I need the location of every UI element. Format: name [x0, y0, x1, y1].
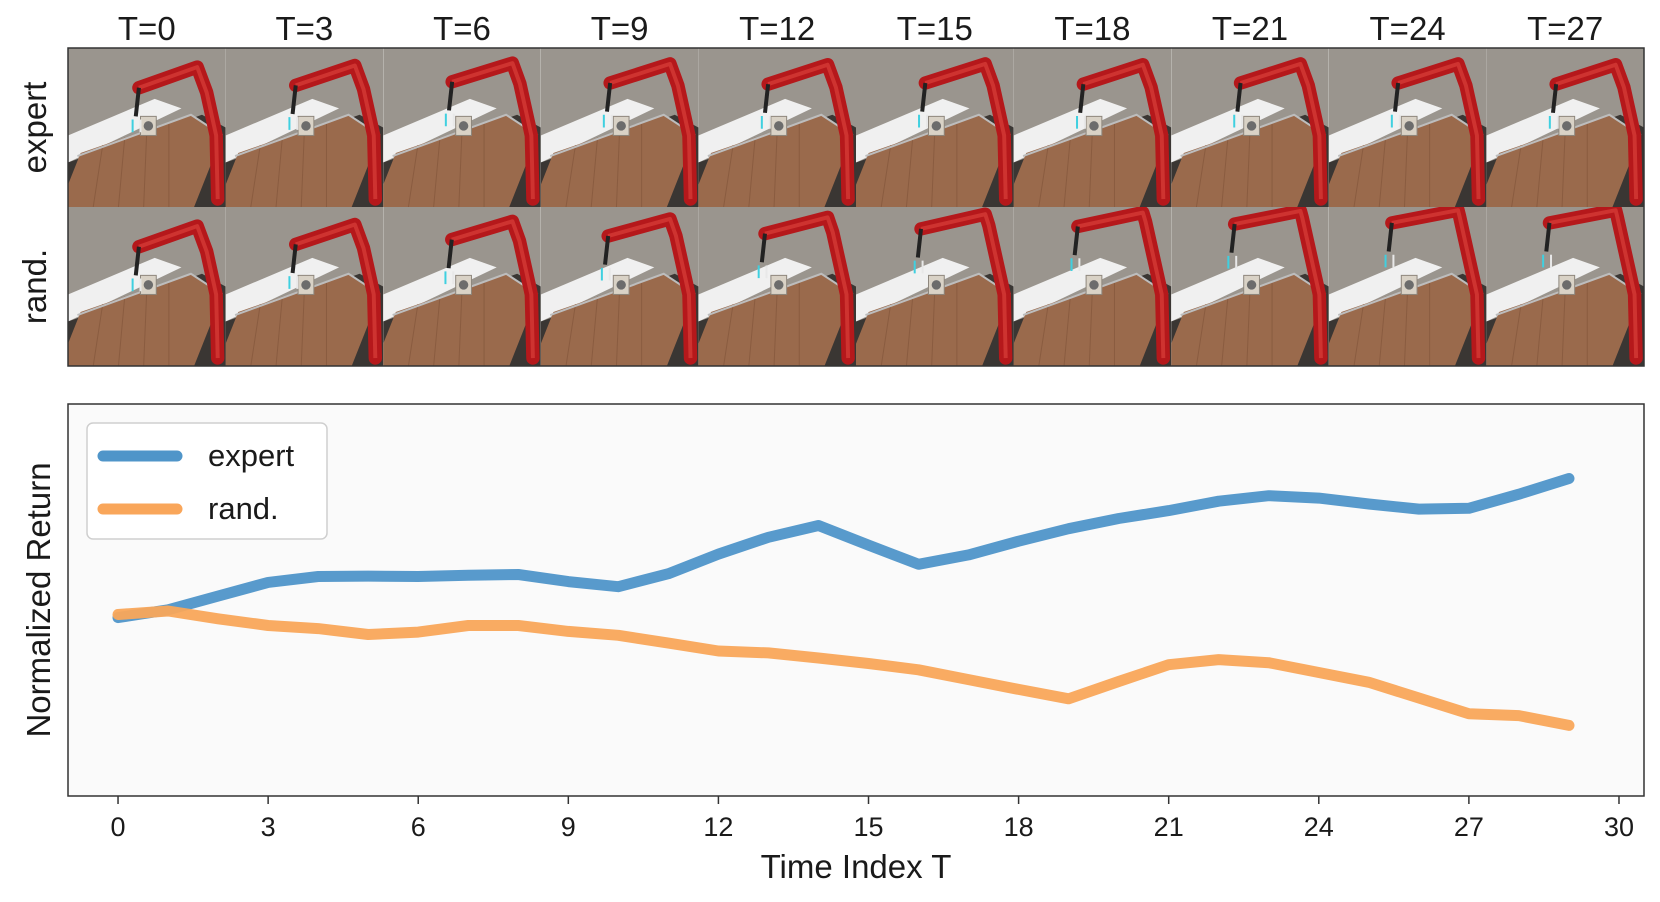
x-tick-label: 15	[853, 812, 883, 842]
frame-scene	[1486, 48, 1644, 207]
frame-thumbnail	[1486, 48, 1644, 207]
frame-thumbnail	[1328, 48, 1487, 207]
frame-scene	[1013, 48, 1172, 207]
x-tick-label: 12	[703, 812, 733, 842]
frame-thumbnail	[1171, 48, 1329, 207]
frame-scene	[540, 48, 699, 207]
timestep-label: T=0	[118, 10, 176, 47]
frame-scene	[540, 207, 699, 366]
row-label: rand.	[16, 249, 53, 324]
frame-scene	[1486, 207, 1644, 366]
frame-scene	[68, 207, 226, 366]
timestep-label: T=12	[739, 10, 815, 47]
frames	[68, 48, 1644, 366]
x-tick-label: 24	[1304, 812, 1334, 842]
frame-thumbnail	[540, 207, 699, 366]
x-axis-ticks: 0 3 6 9 12 15 18 21 24 27 30	[111, 796, 1634, 842]
timestep-label: T=3	[276, 10, 334, 47]
frame-scene	[856, 48, 1014, 207]
plot-frame	[67, 403, 1645, 797]
timestep-label: T=15	[897, 10, 973, 47]
timestep-label: T=24	[1370, 10, 1446, 47]
legend: expert rand.	[86, 422, 328, 540]
filmstrip-border	[67, 47, 1645, 367]
frame-scene	[1328, 207, 1487, 366]
line-chart: 0 3 6 9 12 15 18 21 24 27 30 Time Index T Normaliz…	[20, 403, 1645, 885]
frame-scene	[225, 207, 384, 366]
x-tick-label: 30	[1604, 812, 1634, 842]
frame-thumbnail	[68, 207, 226, 366]
frame-thumbnail	[856, 48, 1014, 207]
timestep-label: T=21	[1212, 10, 1288, 47]
frame-thumbnail	[68, 48, 226, 207]
frame-scene	[698, 207, 856, 366]
frame-scene	[68, 48, 226, 207]
row-label: expert	[16, 82, 53, 174]
series-layer	[112, 473, 1575, 731]
timestep-label: T=6	[433, 10, 491, 47]
frame-thumbnail	[383, 48, 541, 207]
legend-entry: expert	[208, 438, 295, 473]
legend-entry: rand.	[208, 491, 279, 526]
frame-thumbnail	[1171, 207, 1329, 366]
frame-scene	[383, 207, 541, 366]
x-tick-label: 18	[1004, 812, 1034, 842]
frame-scene	[1328, 48, 1487, 207]
frame-scene	[1013, 207, 1172, 366]
frame-thumbnail	[540, 48, 699, 207]
frame-scene	[225, 48, 384, 207]
series-line-rand	[112, 605, 1575, 731]
x-tick-label: 27	[1454, 812, 1484, 842]
frame-scene	[856, 207, 1014, 366]
frame-scene	[698, 48, 856, 207]
frame-scene	[1171, 207, 1329, 366]
x-axis-label: Time Index T	[761, 848, 952, 885]
x-tick-label: 9	[561, 812, 576, 842]
timestep-labels: T=0 T=3 T=6 T=9 T=12 T=15 T=18 T=21 T=24 T=27	[118, 10, 1603, 47]
frame-thumbnail	[698, 207, 856, 366]
series-line-expert	[112, 473, 1575, 624]
frame-thumbnail	[1486, 207, 1644, 366]
x-tick-label: 0	[111, 812, 126, 842]
x-tick-label: 21	[1154, 812, 1184, 842]
y-axis-label: Normalized Return	[20, 462, 57, 737]
timestep-label: T=27	[1527, 10, 1603, 47]
frame-thumbnail	[225, 48, 384, 207]
x-tick-label: 6	[411, 812, 426, 842]
frame-thumbnail	[1013, 207, 1172, 366]
timestep-label: T=9	[591, 10, 649, 47]
frame-scene	[1171, 48, 1329, 207]
frame-thumbnail	[1013, 48, 1172, 207]
frame-scene	[383, 48, 541, 207]
x-tick-label: 3	[261, 812, 276, 842]
frame-thumbnail	[1328, 207, 1487, 366]
plot-area	[68, 404, 1644, 796]
frame-thumbnail	[225, 207, 384, 366]
row-labels: expert rand.	[16, 82, 53, 324]
frame-thumbnail	[856, 207, 1014, 366]
frame-thumbnail	[383, 207, 541, 366]
frame-thumbnail	[698, 48, 856, 207]
timestep-label: T=18	[1054, 10, 1130, 47]
filmstrip-panel: T=0 T=3 T=6 T=9 T=12 T=15 T=18 T=21 T=24 T=27 exp…	[16, 10, 1645, 367]
